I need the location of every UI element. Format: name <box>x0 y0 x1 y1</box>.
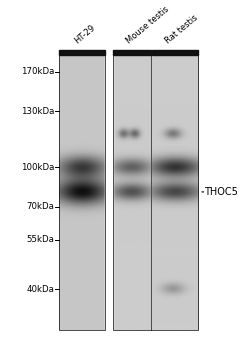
Text: 100kDa: 100kDa <box>21 163 55 172</box>
Bar <box>59 50 105 330</box>
Bar <box>113 50 151 55</box>
Text: 170kDa: 170kDa <box>21 67 55 76</box>
Bar <box>59 50 105 55</box>
Text: 70kDa: 70kDa <box>27 202 55 211</box>
Bar <box>113 50 198 330</box>
Text: Rat testis: Rat testis <box>164 13 200 46</box>
Text: HT-29: HT-29 <box>72 23 97 46</box>
Text: THOC5: THOC5 <box>204 187 238 197</box>
Bar <box>152 50 198 55</box>
Text: 55kDa: 55kDa <box>27 235 55 244</box>
Text: Mouse testis: Mouse testis <box>124 5 171 46</box>
Bar <box>105 50 113 330</box>
Text: 40kDa: 40kDa <box>27 285 55 294</box>
Text: 130kDa: 130kDa <box>21 107 55 116</box>
